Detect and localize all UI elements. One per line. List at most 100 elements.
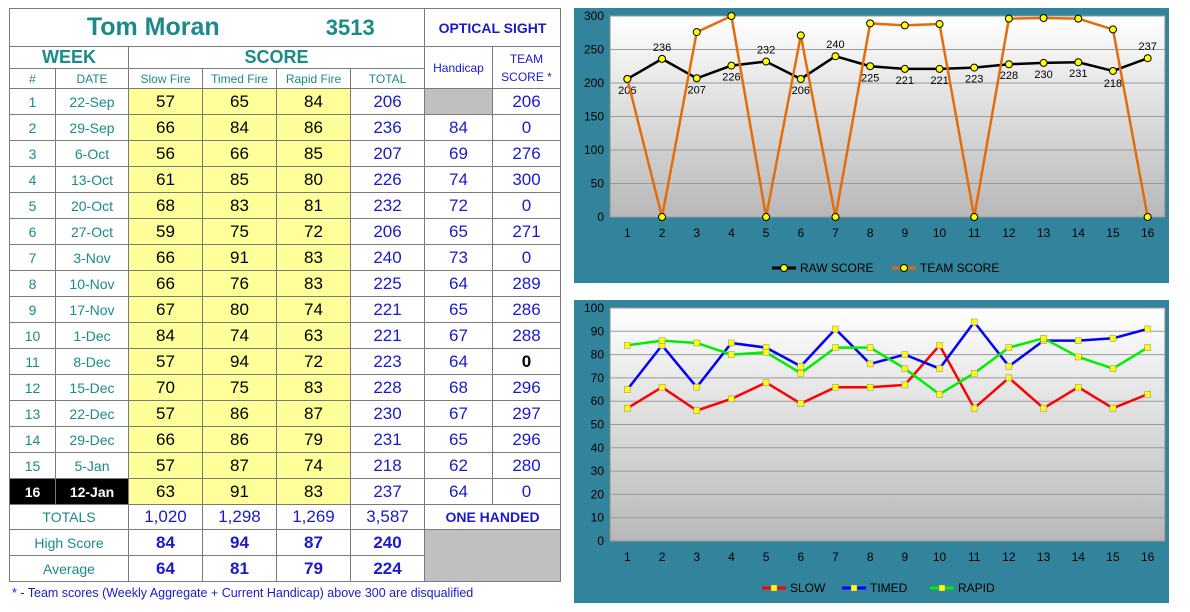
score-header: SCORE	[128, 46, 425, 69]
team-score-value: 0	[492, 114, 561, 141]
x-tick-label: 16	[1141, 550, 1155, 564]
table-row: 11 8-Dec 57 94 72 223 64 0	[9, 348, 561, 375]
data-point	[1075, 337, 1082, 344]
table-row: 16 12-Jan 63 91 83 237 64 0	[9, 478, 561, 505]
slow-fire-score: 57	[128, 452, 203, 479]
data-label: 225	[861, 72, 879, 84]
x-tick-label: 6	[797, 226, 804, 240]
y-tick-label: 30	[591, 464, 605, 478]
x-tick-label: 4	[728, 226, 735, 240]
data-point	[728, 395, 735, 403]
legend-marker	[770, 584, 778, 592]
x-tick-label: 3	[693, 550, 700, 564]
data-point	[728, 351, 735, 358]
rapid-fire-score: 74	[276, 452, 351, 479]
shooter-id: 3513	[276, 8, 425, 47]
slow-fire-score: 84	[128, 322, 203, 349]
data-point	[762, 349, 770, 356]
team-score-value: 0	[492, 192, 561, 219]
data-point	[658, 383, 666, 391]
week-number: 13	[9, 400, 56, 427]
handicap-value: 65	[424, 296, 493, 323]
legend-label-1: TEAM SCORE	[920, 261, 999, 275]
data-point	[797, 400, 805, 407]
legend-marker	[938, 584, 946, 592]
data-label: 230	[1034, 69, 1052, 81]
y-tick-label: 70	[591, 371, 605, 385]
data-point	[1075, 383, 1082, 391]
timed-fire-score: 84	[202, 114, 277, 141]
data-point	[762, 57, 771, 66]
week-date: 8-Dec	[55, 348, 129, 375]
data-point	[623, 74, 632, 83]
data-point	[693, 383, 700, 391]
x-tick-label: 4	[728, 550, 735, 564]
table-row: 5 20-Oct 68 83 81 232 72 0	[9, 192, 561, 219]
data-point	[900, 21, 909, 30]
data-point	[797, 369, 805, 377]
y-tick-label: 0	[597, 534, 604, 548]
rapid-fire-score: 86	[276, 114, 351, 141]
week-number: 4	[9, 166, 56, 193]
legend-marker	[850, 584, 858, 592]
data-point	[658, 54, 667, 63]
team-score-header: TEAM SCORE *	[492, 46, 561, 89]
slow-fire-score: 68	[128, 192, 203, 219]
handicap-value: 65	[424, 426, 493, 453]
week-date: 29-Dec	[55, 426, 129, 453]
timed-fire-score: 74	[202, 322, 277, 349]
handicap-value: 68	[424, 374, 493, 401]
team-score-value: 276	[492, 140, 561, 167]
data-point	[1144, 325, 1151, 333]
handicap-value: 65	[424, 218, 493, 245]
week-number: 11	[9, 348, 56, 375]
x-tick-label: 14	[1072, 550, 1086, 564]
data-point	[1005, 374, 1013, 382]
total-score: 221	[350, 322, 425, 349]
table-row: 14 29-Dec 66 86 79 231 65 296	[9, 426, 561, 453]
week-date: 10-Nov	[55, 270, 129, 297]
table-row: 15 5-Jan 57 87 74 218 62 280	[9, 452, 561, 479]
grey-block	[424, 529, 561, 582]
data-point	[1040, 404, 1047, 412]
y-tick-label: 100	[584, 143, 604, 157]
x-tick-label: 5	[763, 226, 770, 240]
total-score: 236	[350, 114, 425, 141]
data-point	[693, 407, 700, 414]
handicap-value: 64	[424, 348, 493, 375]
timed-fire-score: 85	[202, 166, 277, 193]
rapid-fire-score: 79	[276, 426, 351, 453]
timed-fire-score: 80	[202, 296, 277, 323]
table-row: 4 13-Oct 61 85 80 226 74 300	[9, 166, 561, 193]
x-tick-label: 1	[624, 550, 631, 564]
y-tick-label: 150	[584, 110, 604, 124]
data-label: 236	[653, 42, 671, 54]
y-tick-label: 50	[591, 418, 605, 432]
timed-fire-score: 83	[202, 192, 277, 219]
timed-fire-score: 75	[202, 218, 277, 245]
week-number: 15	[9, 452, 56, 479]
score-table: Tom Moran 3513 OPTICAL SIGHT WEEK SCORE …	[9, 8, 561, 582]
total-score: 228	[350, 374, 425, 401]
data-point	[866, 344, 874, 351]
slow-fire-score: 59	[128, 218, 203, 245]
y-tick-label: 10	[591, 511, 605, 525]
handicap-value: 73	[424, 244, 493, 271]
x-tick-label: 11	[968, 550, 981, 564]
high-rapid: 87	[276, 529, 351, 556]
data-point	[832, 325, 839, 333]
series-line-0	[626, 344, 1149, 412]
total-score: 237	[350, 478, 425, 505]
week-date: 22-Sep	[55, 88, 129, 115]
timed-fire-score: 66	[202, 140, 277, 167]
table-row: 10 1-Dec 84 74 63 221 67 288	[9, 322, 561, 349]
handicap-value: 64	[424, 478, 493, 505]
x-tick-label: 8	[867, 226, 874, 240]
table-row: 7 3-Nov 66 91 83 240 73 0	[9, 244, 561, 271]
total-score-chart-panel: 0 50 100 150 200 250 300 1 2 3 4 5 6 7 8 9 10 11 12 13 14 15 1…	[574, 8, 1169, 283]
sight-type: OPTICAL SIGHT	[424, 8, 561, 47]
x-tick-label: 8	[867, 550, 874, 564]
week-number: 5	[9, 192, 56, 219]
table-row: 1 22-Sep 57 65 84 206 206	[9, 88, 561, 115]
